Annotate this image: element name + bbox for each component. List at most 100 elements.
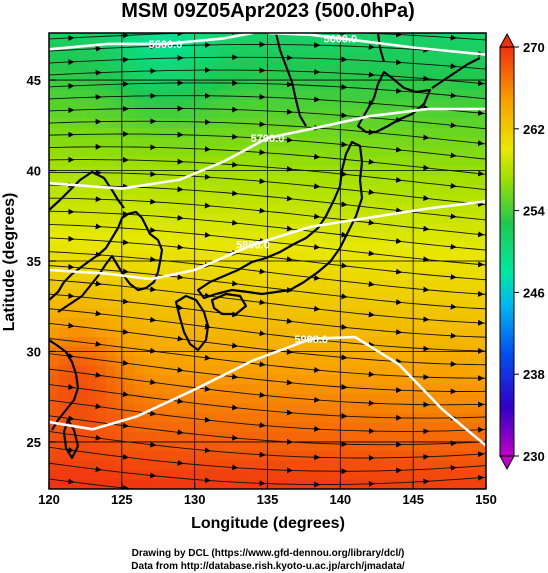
wind-arrow (231, 311, 239, 318)
streamline (49, 415, 486, 446)
wind-arrow (286, 256, 293, 263)
wind-arrow (450, 122, 457, 129)
wind-arrow (423, 286, 430, 293)
wind-arrow (395, 238, 403, 245)
wind-arrow (341, 201, 348, 208)
wind-arrow (204, 231, 211, 238)
wind-arrow (395, 176, 403, 183)
coast-hokkaido (356, 70, 432, 134)
x-tick-label: 120 (38, 492, 60, 507)
wind-arrow (204, 354, 211, 361)
wind-arrow (286, 379, 293, 386)
wind-arrow (177, 459, 184, 466)
coast-taiwan (62, 418, 80, 460)
wind-arrow (423, 256, 430, 263)
wind-arrow (68, 292, 75, 299)
x-tick-label: 125 (111, 492, 133, 507)
wind-arrow (95, 500, 100, 501)
wind-arrow (313, 305, 321, 312)
wind-arrow (95, 403, 102, 410)
wind-arrow (204, 292, 211, 299)
wind-arrow (450, 243, 457, 250)
wind-arrow (341, 324, 348, 331)
streamline (49, 171, 486, 206)
wind-arrow (313, 153, 321, 160)
wind-arrow (204, 202, 211, 209)
wind-arrow (149, 286, 157, 293)
wind-arrow (395, 116, 403, 123)
streamline (49, 44, 486, 56)
y-tick-label: 45 (27, 73, 41, 88)
wind-arrow (259, 268, 266, 275)
wind-arrow (259, 422, 266, 429)
wind-arrow (368, 311, 375, 318)
wind-arrow (477, 109, 485, 116)
streamline (49, 399, 486, 432)
wind-arrow (368, 129, 375, 136)
wind-arrow (95, 280, 102, 287)
contour-label: 5900.0 (294, 334, 328, 346)
streamline (49, 368, 486, 406)
credit-data: Data from http://database.rish.kyoto-u.a… (131, 561, 405, 572)
wind-arrow (177, 429, 184, 436)
wind-arrow (122, 268, 129, 275)
streamline (49, 446, 486, 472)
streamline (49, 95, 486, 115)
wind-arrow (231, 342, 239, 349)
wind-arrow (68, 478, 75, 485)
coast-china-north (49, 170, 125, 211)
wind-arrow (204, 416, 211, 423)
streamline (49, 69, 486, 85)
coast-kyushu (174, 294, 210, 352)
x-axis-ticks: 120 125 130 135 140 145 150 (38, 482, 497, 507)
contour-label: 5500.0 (149, 39, 183, 51)
wind-arrow (450, 182, 457, 189)
wind-arrow (231, 219, 239, 226)
wind-arrow (259, 330, 266, 337)
colorbar-tick-label: 230 (523, 449, 545, 464)
wind-arrow (149, 379, 157, 386)
wind-arrow (95, 371, 102, 378)
wind-arrow (122, 328, 129, 335)
wind-streamlines (49, 33, 486, 501)
plot-area: 5500.0 5600.0 5700.0 5800.0 5900.0 (49, 33, 486, 501)
wind-arrow (341, 171, 348, 178)
wind-arrow (286, 225, 293, 232)
contour-line (49, 33, 254, 51)
wind-arrow (122, 391, 129, 398)
wind-arrow (204, 385, 211, 392)
streamline (49, 56, 486, 70)
colorbar-tick-label: 262 (523, 122, 545, 137)
y-axis-label: Latitude (degrees) (1, 193, 18, 332)
wind-arrow (286, 318, 293, 325)
height-contours: 5500.0 5600.0 5700.0 5800.0 5900.0 (49, 33, 486, 447)
x-axis-label: Longitude (degrees) (191, 515, 345, 532)
streamline (49, 224, 486, 266)
wind-arrow (477, 170, 485, 177)
wind-arrow (68, 446, 75, 453)
streamline (49, 251, 486, 295)
y-tick-label: 40 (27, 164, 41, 179)
wind-arrow (395, 146, 403, 153)
wind-arrow (95, 434, 102, 441)
contour-label: 5700.0 (251, 133, 285, 145)
wind-arrow (177, 274, 184, 281)
streamline (49, 197, 486, 236)
y-tick-label: 35 (27, 254, 41, 269)
wind-arrow (313, 243, 321, 250)
wind-arrow (177, 244, 184, 251)
streamline (49, 120, 486, 145)
wind-arrow (68, 352, 75, 359)
streamline (49, 323, 486, 366)
streamline (49, 308, 486, 352)
wind-arrow (150, 256, 157, 263)
y-tick-label: 30 (27, 344, 41, 359)
wind-arrow (286, 348, 293, 355)
wind-arrow (149, 347, 157, 354)
colorbar-max-arrow (499, 32, 515, 48)
streamline (49, 431, 486, 459)
wind-arrow (95, 466, 102, 473)
contour-line (267, 33, 486, 56)
streamline (49, 146, 486, 175)
